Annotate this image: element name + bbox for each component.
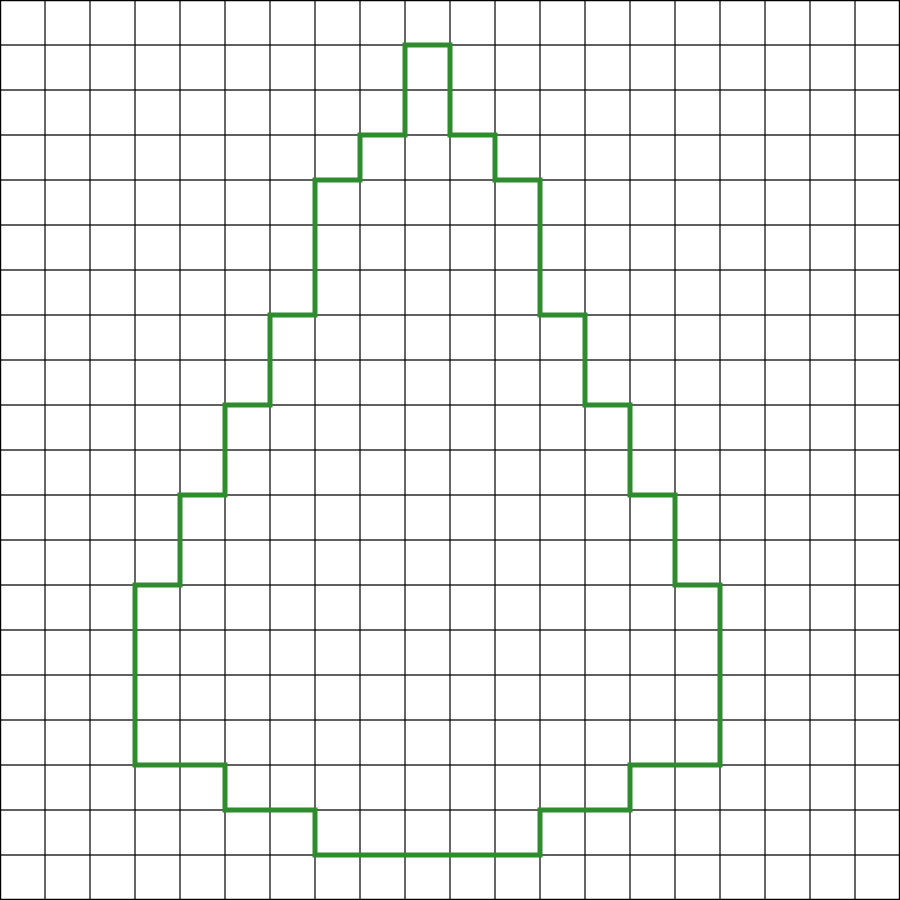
stepped-tree-outline xyxy=(132,42,723,858)
